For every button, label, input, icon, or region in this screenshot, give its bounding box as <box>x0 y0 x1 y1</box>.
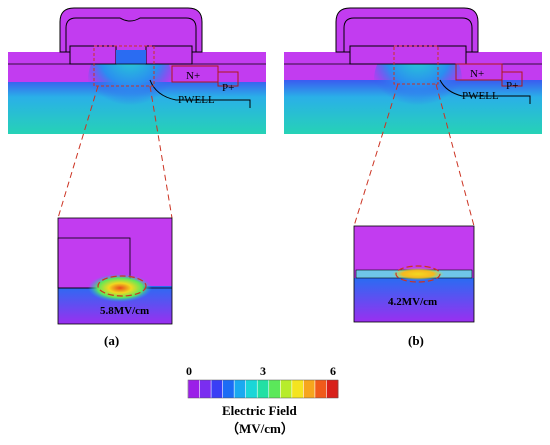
gate-contour-b <box>343 17 473 52</box>
caption-a: (a) <box>104 333 119 348</box>
colorbar-swatch <box>291 380 304 398</box>
hotspot-ring-a <box>97 275 147 297</box>
guide-left-b <box>353 83 399 227</box>
zoom-annotation-b: 4.2MV/cm <box>388 296 437 308</box>
colorbar-tick-3: 3 <box>260 364 266 378</box>
pplus-box-a <box>217 71 239 87</box>
poly-right-a <box>145 45 193 65</box>
panel-b: N+ P+ PWELL 4.2MV/cm (b) <box>284 7 542 348</box>
colorbar-swatch <box>257 380 270 398</box>
highlight-box-a <box>93 45 155 87</box>
caption-b: (b) <box>408 333 424 348</box>
pplus-box-b <box>501 71 523 87</box>
panel-a: N+ P+ PWELL 5.8MV/cm (a) <box>8 7 266 348</box>
pwell-contour-a <box>149 79 251 108</box>
zoom-inset-a: 5.8MV/cm <box>57 217 173 325</box>
guide-right-b <box>435 83 475 227</box>
colorbar-swatch <box>303 380 316 398</box>
poly-b <box>349 45 467 65</box>
nplus-label-b: N+ <box>470 68 484 80</box>
colorbar-swatch <box>234 380 247 398</box>
colorbar-swatch <box>245 380 258 398</box>
colorbar-cells <box>187 380 339 398</box>
guide-left-a <box>57 85 99 219</box>
guide-right-a <box>149 85 173 219</box>
colorbar-swatch <box>199 380 212 398</box>
colorbar-frame <box>187 379 339 399</box>
nplus-label-a: N+ <box>186 70 200 82</box>
zoom-annotation-a: 5.8MV/cm <box>100 305 149 317</box>
colorbar-title: Electric Field <box>222 403 297 418</box>
pplus-label-b: P+ <box>506 80 518 92</box>
colorbar-swatch <box>280 380 293 398</box>
colorbar-swatch <box>314 380 327 398</box>
gate-gap-a <box>116 50 146 64</box>
highlight-box-b <box>393 45 439 85</box>
colorbar-swatch <box>268 380 281 398</box>
pwell-contour-b <box>439 79 531 104</box>
pwell-label-b: PWELL <box>462 90 499 102</box>
colorbar: 0 3 6 Electric Field （MV/cm） <box>186 364 339 436</box>
colorbar-unit: （MV/cm） <box>226 421 294 436</box>
poly-left-a <box>69 45 117 65</box>
zoom-inset-b: 4.2MV/cm <box>353 225 475 323</box>
colorbar-swatch <box>188 380 200 398</box>
colorbar-swatch <box>222 380 235 398</box>
colorbar-tick-6: 6 <box>330 364 336 378</box>
colorbar-swatch <box>211 380 224 398</box>
pwell-label-a: PWELL <box>178 94 215 106</box>
pplus-label-a: P+ <box>222 82 234 94</box>
hotspot-ring-b <box>395 265 441 283</box>
gate-stack-b <box>335 7 479 53</box>
colorbar-swatch <box>326 380 339 398</box>
gate-contour-a <box>65 17 197 52</box>
gate-stack-a <box>59 7 203 53</box>
colorbar-tick-0: 0 <box>186 364 192 378</box>
